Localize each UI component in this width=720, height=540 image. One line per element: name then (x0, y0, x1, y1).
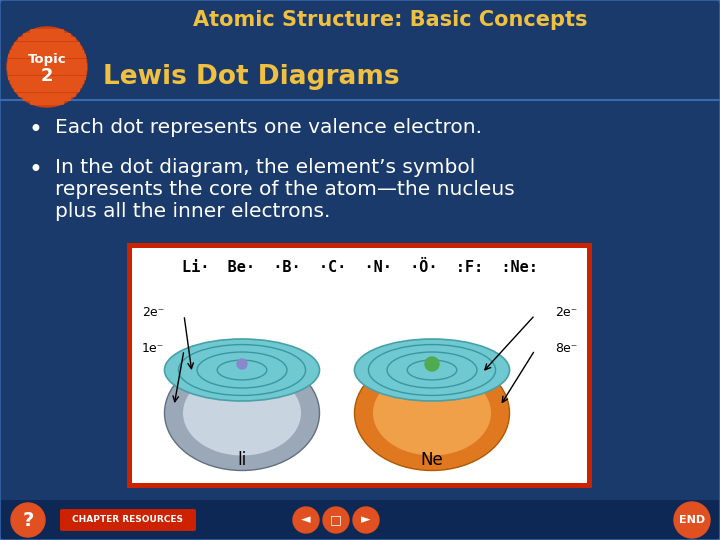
Text: •: • (28, 158, 42, 182)
Text: Ne: Ne (420, 451, 444, 469)
Circle shape (674, 502, 710, 538)
Text: ◄: ◄ (301, 514, 311, 526)
Circle shape (323, 507, 349, 533)
Text: •: • (28, 118, 42, 142)
Text: CHAPTER RESOURCES: CHAPTER RESOURCES (73, 516, 184, 524)
Ellipse shape (354, 339, 510, 401)
Circle shape (237, 359, 247, 369)
Text: represents the core of the atom—the nucleus: represents the core of the atom—the nucl… (55, 180, 515, 199)
FancyBboxPatch shape (0, 500, 720, 540)
Circle shape (7, 27, 87, 107)
Text: Li·  Be·  ·B·  ·C·  ·N·  ·Ö·  :F:  :Ne:: Li· Be· ·B· ·C· ·N· ·Ö· :F: :Ne: (182, 260, 538, 274)
Text: 2: 2 (41, 67, 53, 85)
Circle shape (11, 503, 45, 537)
Circle shape (425, 357, 439, 371)
Text: ►: ► (361, 514, 371, 526)
Text: □: □ (330, 514, 342, 526)
Text: 2e⁻: 2e⁻ (554, 307, 577, 320)
Text: Atomic Structure: Basic Concepts: Atomic Structure: Basic Concepts (193, 10, 588, 30)
Circle shape (293, 507, 319, 533)
Text: 8e⁻: 8e⁻ (554, 341, 577, 354)
Ellipse shape (164, 339, 320, 401)
Text: 1e⁻: 1e⁻ (142, 341, 164, 354)
FancyBboxPatch shape (60, 509, 196, 531)
Ellipse shape (354, 355, 510, 470)
Circle shape (353, 507, 379, 533)
FancyBboxPatch shape (127, 243, 592, 488)
Text: 2e⁻: 2e⁻ (142, 307, 164, 320)
Ellipse shape (164, 355, 320, 470)
Text: Topic: Topic (27, 53, 66, 66)
Text: ?: ? (22, 510, 34, 530)
Text: Each dot represents one valence electron.: Each dot represents one valence electron… (55, 118, 482, 137)
Text: END: END (679, 515, 705, 525)
Text: plus all the inner electrons.: plus all the inner electrons. (55, 202, 330, 221)
FancyBboxPatch shape (132, 248, 587, 483)
Text: In the dot diagram, the element’s symbol: In the dot diagram, the element’s symbol (55, 158, 475, 177)
Text: li: li (238, 451, 247, 469)
Text: Lewis Dot Diagrams: Lewis Dot Diagrams (103, 64, 400, 90)
Ellipse shape (183, 370, 301, 456)
Ellipse shape (373, 370, 491, 456)
